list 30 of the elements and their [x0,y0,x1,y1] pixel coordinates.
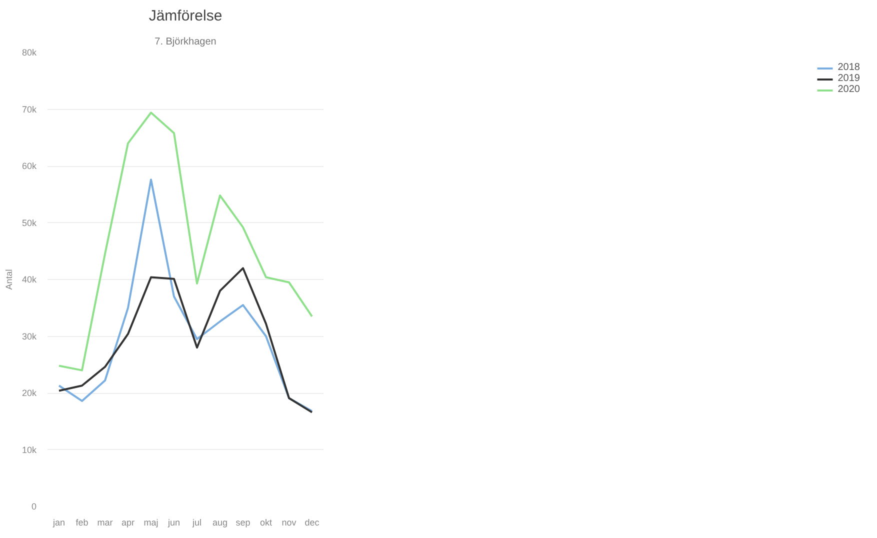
x-tick-label: aug [212,518,228,528]
x-tick-label: maj [144,518,158,528]
y-tick-label: 30k [22,331,37,342]
y-tick-label: 20k [22,388,37,398]
line-series [58,178,313,412]
x-tick-label: nov [282,518,297,528]
y-tick-label: 10k [22,444,37,455]
y-tick-label: 0 [31,502,37,512]
chart-title: Jämförelse [148,8,222,24]
legend-label: 2020 [838,84,860,95]
y-tick-label: 40k [22,274,37,284]
line-series [58,112,313,372]
x-tick-label: sep [236,518,250,528]
y-tick-label: 50k [22,218,37,228]
x-tick-label: jan [52,518,66,528]
x-tick-label: jun [166,518,180,528]
y-tick-label: 60k [22,161,37,171]
x-tick-label: mar [97,518,113,528]
chart-subtitle: 7. Björkhagen [154,36,216,48]
x-tick-label: apr [121,518,135,528]
x-tick-label: feb [76,518,88,528]
x-tick-label: dec [304,518,320,528]
y-tick-label: 70k [22,104,37,114]
legend-label: 2019 [838,73,860,84]
y-tick-label: 80k [22,48,37,58]
legend-label: 2018 [838,62,860,73]
x-tick-label: jul [192,518,202,528]
y-axis-title: Antal [4,269,14,290]
line-series [58,267,313,414]
x-tick-label: okt [260,518,272,528]
